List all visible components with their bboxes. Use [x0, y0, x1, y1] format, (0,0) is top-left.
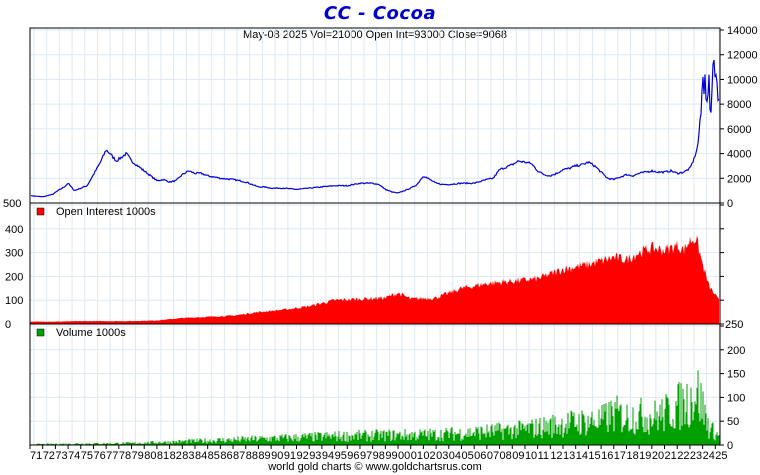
x-tick-label: 18: [626, 450, 638, 462]
x-tick-label: 01: [411, 450, 423, 462]
x-tick-label: 78: [119, 450, 131, 462]
x-tick-label: 13: [563, 450, 575, 462]
open-interest-area: [30, 235, 719, 324]
x-tick-label: 92: [297, 450, 309, 462]
x-tick-label: 12: [550, 450, 562, 462]
x-tick-label: 89: [258, 450, 270, 462]
x-tick-label: 05: [461, 450, 473, 462]
x-tick-label: 24: [703, 450, 715, 462]
x-tick-label: 90: [271, 450, 283, 462]
x-tick-label: 00: [398, 450, 410, 462]
y-tick-label: 200: [5, 271, 23, 283]
x-tick-label: 71: [30, 450, 42, 462]
y-tick-label: 0: [727, 198, 733, 210]
y-tick-label: 400: [5, 224, 23, 236]
footer-credit: world gold charts © www.goldchartsrus.co…: [268, 461, 482, 473]
info-line: May-08 2025 Vol=21000 Open Int=93000 Clo…: [243, 29, 507, 41]
x-tick-label: 96: [347, 450, 359, 462]
y-tick-label: 50: [727, 416, 739, 428]
y-tick-label: 14000: [727, 25, 758, 37]
x-tick-label: 09: [512, 450, 524, 462]
y-tick-label: 150: [727, 369, 745, 381]
x-tick-label: 83: [182, 450, 194, 462]
volume-legend-swatch: [36, 328, 45, 337]
y-tick-label: 10000: [727, 74, 758, 86]
x-tick-label: 76: [93, 450, 105, 462]
open_interest-legend-label: Open Interest 1000s: [56, 206, 156, 218]
y-tick-label: 0: [727, 440, 733, 452]
x-tick-label: 79: [132, 450, 144, 462]
y-tick-label: 4000: [727, 149, 751, 161]
y-tick-label: 500: [3, 198, 21, 210]
x-tick-label: 21: [665, 450, 677, 462]
x-tick-label: 73: [55, 450, 67, 462]
x-tick-label: 06: [474, 450, 486, 462]
x-tick-label: 17: [614, 450, 626, 462]
open_interest-legend-swatch: [36, 207, 45, 216]
x-tick-label: 87: [233, 450, 245, 462]
x-tick-label: 23: [690, 450, 702, 462]
x-tick-label: 02: [423, 450, 435, 462]
x-tick-label: 77: [106, 450, 118, 462]
y-tick-label: 8000: [727, 99, 751, 111]
y-tick-label: 6000: [727, 124, 751, 136]
y-tick-label: 100: [727, 392, 745, 404]
x-tick-label: 72: [43, 450, 55, 462]
x-tick-label: 14: [576, 450, 588, 462]
x-tick-label: 08: [500, 450, 512, 462]
x-tick-label: 20: [652, 450, 664, 462]
y-tick-label: 12000: [727, 50, 758, 62]
x-tick-label: 07: [487, 450, 499, 462]
x-tick-label: 93: [309, 450, 321, 462]
x-tick-label: 94: [322, 450, 334, 462]
x-tick-label: 98: [373, 450, 385, 462]
x-tick-label: 11: [538, 450, 549, 462]
x-tick-label: 22: [677, 450, 689, 462]
x-tick-label: 88: [246, 450, 258, 462]
y-tick-label: 100: [5, 295, 23, 307]
x-tick-label: 03: [436, 450, 448, 462]
x-tick-label: 15: [588, 450, 600, 462]
x-tick-label: 99: [385, 450, 397, 462]
x-tick-label: 75: [81, 450, 93, 462]
x-tick-label: 19: [639, 450, 651, 462]
x-tick-label: 95: [335, 450, 347, 462]
x-tick-label: 10: [525, 450, 537, 462]
price-series-line: [30, 59, 720, 198]
x-tick-label: 16: [601, 450, 613, 462]
y-tick-label: 2000: [727, 173, 751, 185]
x-tick-label: 04: [449, 450, 461, 462]
x-tick-label: 80: [144, 450, 156, 462]
x-tick-label: 81: [157, 450, 169, 462]
volume-legend-label: Volume 1000s: [56, 327, 126, 339]
chart-title: CC - Cocoa: [323, 3, 437, 24]
x-tick-label: 85: [208, 450, 220, 462]
x-tick-label: 91: [284, 450, 296, 462]
y-tick-label: 0: [5, 319, 11, 331]
x-tick-label: 25: [715, 450, 727, 462]
x-tick-label: 86: [220, 450, 232, 462]
x-tick-label: 74: [68, 450, 80, 462]
x-tick-label: 82: [170, 450, 182, 462]
y-tick-label: 250: [725, 319, 743, 331]
y-tick-label: 200: [727, 345, 745, 357]
x-tick-label: 97: [360, 450, 372, 462]
volume-panel-frame: [29, 323, 721, 446]
y-tick-label: 300: [5, 248, 23, 260]
x-tick-label: 84: [195, 450, 207, 462]
